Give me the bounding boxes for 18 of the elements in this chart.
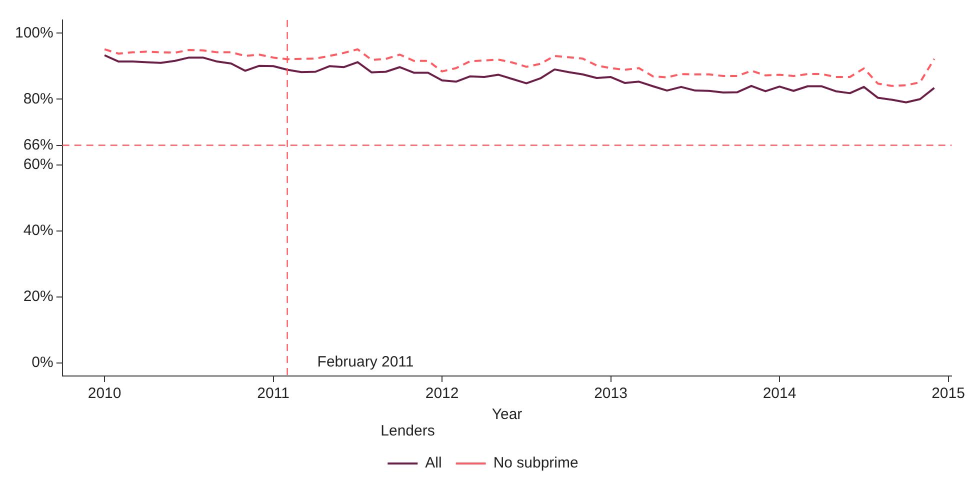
x-axis-title: Year	[492, 406, 522, 424]
x-tick-label: 2013	[594, 385, 628, 402]
y-tick-label: 100%	[14, 24, 54, 42]
y-tick-label: 0%	[32, 354, 54, 371]
x-tick-label: 2015	[932, 385, 965, 402]
y-tick-label: 40%	[23, 222, 54, 240]
x-tick-label: 2010	[88, 385, 122, 402]
x-tick-label: 2012	[425, 385, 459, 402]
y-tick-label: 80%	[23, 90, 54, 108]
legend-label: All	[425, 454, 442, 472]
x-tick-label: 2014	[762, 385, 796, 402]
ref-line-label: February 2011	[317, 354, 414, 371]
legend-title: Lenders	[380, 422, 435, 440]
y-tick-label: 60%	[23, 156, 54, 174]
y-tick-label: 66%	[23, 136, 54, 154]
y-tick-label: 20%	[23, 288, 54, 306]
legend-label: No subprime	[493, 454, 578, 472]
x-tick-label: 2011	[257, 385, 290, 402]
